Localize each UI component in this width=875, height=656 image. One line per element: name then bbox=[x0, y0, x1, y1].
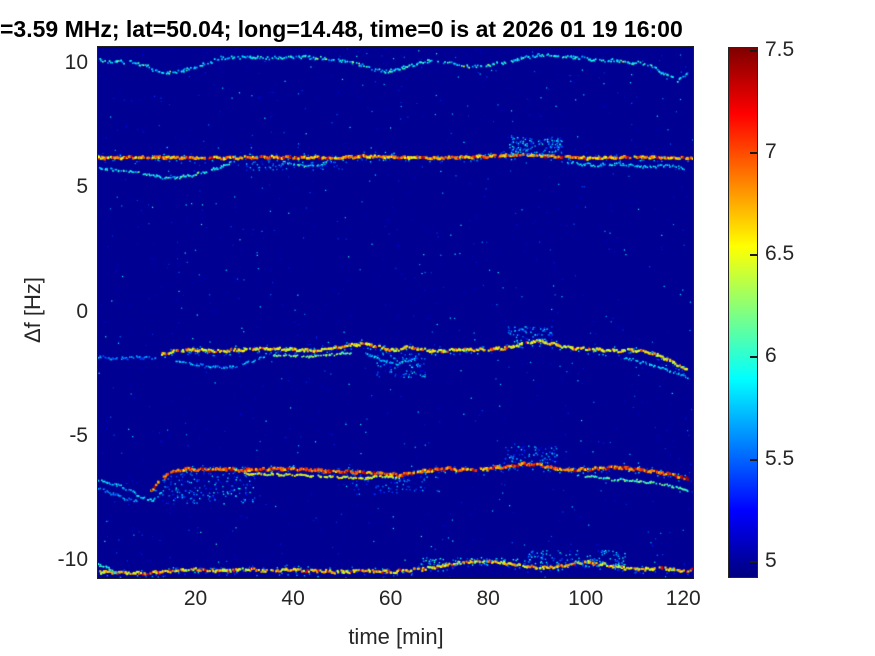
y-tick-label: 0 bbox=[76, 299, 88, 323]
x-tick-label: 40 bbox=[281, 587, 305, 610]
y-tick-label: 10 bbox=[64, 51, 88, 75]
colorbar-tick-mark bbox=[750, 458, 757, 461]
colorbar-tick-mark bbox=[750, 254, 757, 257]
y-tick-label: -10 bbox=[57, 547, 88, 571]
x-axis-label: time [min] bbox=[348, 624, 444, 649]
x-tick-label: 80 bbox=[476, 587, 500, 610]
spectrogram-heatmap bbox=[97, 46, 694, 579]
colorbar-tick-mark bbox=[750, 560, 757, 563]
colorbar-tick-label: 7 bbox=[765, 140, 777, 164]
y-tick-label: 5 bbox=[76, 175, 88, 199]
colorbar-tick-label: 7.5 bbox=[765, 38, 795, 62]
x-tick-label: 100 bbox=[568, 587, 604, 610]
colorbar-tick-mark bbox=[750, 50, 757, 53]
colorbar-tick-label: 6 bbox=[765, 344, 777, 368]
colorbar bbox=[728, 47, 758, 578]
colorbar-tick-label: 5.5 bbox=[765, 446, 795, 470]
colorbar-tick-mark bbox=[750, 152, 757, 155]
y-tick-label: -5 bbox=[69, 423, 88, 447]
x-tick-label: 20 bbox=[183, 587, 208, 610]
x-tick-label: 120 bbox=[665, 587, 701, 610]
colorbar-tick-label: 5 bbox=[765, 548, 777, 572]
plot-title: =3.59 MHz; lat=50.04; long=14.48, time=0… bbox=[0, 16, 683, 42]
colorbar-tick-label: 6.5 bbox=[765, 242, 795, 266]
x-tick-label: 60 bbox=[378, 587, 403, 610]
colorbar-tick-mark bbox=[750, 356, 757, 359]
